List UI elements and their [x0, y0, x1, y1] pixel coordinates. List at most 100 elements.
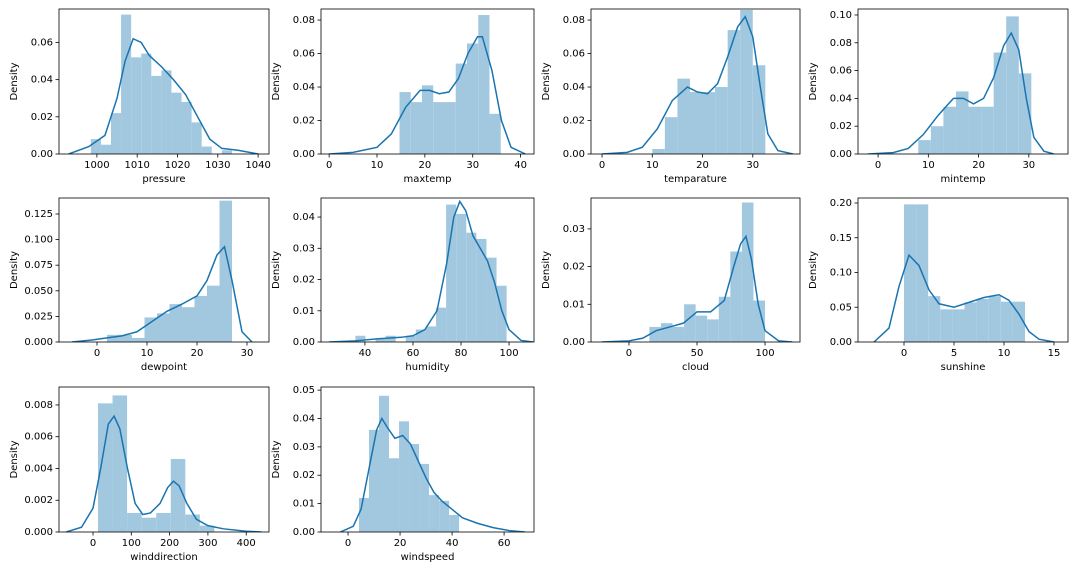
hist-bar [185, 514, 200, 532]
y-tick-label: 0.00 [563, 149, 585, 160]
y-tick-label: 0.03 [293, 442, 315, 453]
x-tick-label: 30 [1022, 160, 1035, 171]
y-tick-label: 0.02 [293, 275, 315, 286]
subplot: 0 20 40 60 0.00 0.01 0.02 0.03 0.04 0.05 windspeed… [271, 385, 535, 563]
hist-bar [455, 63, 467, 154]
x-tick-label: 0 [90, 538, 96, 549]
hist-bar [968, 106, 982, 154]
y-tick-label: 0.04 [293, 82, 315, 93]
x-axis-label: cloud [682, 362, 709, 373]
hist-bar [489, 113, 501, 154]
hist-bar [421, 85, 434, 154]
x-tick-label: 200 [160, 538, 179, 549]
plot-area [339, 395, 525, 532]
y-tick-label: 0.08 [830, 38, 852, 49]
hist-bar [171, 92, 182, 154]
hist-bar [466, 43, 479, 154]
y-tick-label: 0.025 [24, 311, 53, 322]
subplot: 0 100 200 300 400 0.000 0.002 0.004 0.006 0.008 wi… [9, 386, 270, 563]
hist-bar [439, 500, 450, 532]
subplot: 40 60 80 100 0.00 0.01 0.02 0.03 0.04 humidity Den… [271, 197, 535, 373]
x-tick-label: 40 [359, 348, 372, 359]
hist-bar [191, 122, 202, 154]
hist-bar [100, 144, 111, 154]
y-tick-label: 0.008 [24, 400, 53, 411]
subplot: 0 5 10 15 0.00 0.05 0.10 0.15 0.20 sunshine Densit… [808, 197, 1069, 373]
hist-bar [358, 497, 369, 532]
x-tick-label: 10 [141, 348, 154, 359]
hist-bar [201, 146, 212, 154]
hist-bar [727, 30, 741, 154]
y-tick-label: 0.01 [293, 499, 315, 510]
hist-bar [740, 10, 753, 154]
hist-bar [151, 75, 162, 154]
hist-bar [689, 92, 703, 154]
hist-bar [752, 65, 766, 154]
x-tick-label: 20 [394, 538, 407, 549]
y-tick-label: 0.06 [830, 66, 852, 77]
hist-bar [1006, 16, 1019, 154]
y-tick-label: 0.06 [31, 37, 53, 48]
hist-bar [355, 335, 366, 342]
y-tick-label: 0.04 [830, 93, 852, 104]
x-tick-label: 100 [499, 348, 518, 359]
hist-bar [181, 101, 192, 154]
hist-bar [649, 326, 661, 342]
y-tick-label: 0.05 [293, 385, 315, 396]
y-axis-label: Density [271, 62, 282, 100]
x-tick-label: 1030 [205, 160, 230, 171]
y-tick-label: 0.00 [563, 337, 585, 348]
x-tick-label: 40 [514, 160, 527, 171]
y-tick-label: 0.15 [830, 233, 852, 244]
y-tick-label: 0.100 [24, 235, 53, 246]
subplot: 0 10 20 30 0.00 0.02 0.04 0.06 0.08 temparature De… [541, 8, 801, 185]
x-axis-label: winddirection [130, 552, 197, 563]
y-tick-label: 0.125 [24, 209, 53, 220]
hist-bar [436, 307, 447, 342]
y-tick-label: 0.002 [24, 495, 53, 506]
x-tick-label: 0 [326, 160, 332, 171]
axes-frame [320, 8, 535, 155]
x-tick-label: 0 [94, 348, 100, 359]
y-tick-label: 0.02 [31, 112, 53, 123]
hist-bar [660, 323, 673, 342]
hist-bar [157, 313, 170, 342]
axes-frame [857, 8, 1069, 155]
x-tick-label: 300 [198, 538, 217, 549]
plot-area [328, 199, 534, 342]
y-tick-label: 0.05 [830, 302, 852, 313]
y-tick-label: 0.006 [24, 432, 53, 443]
y-axis-label: Density [9, 62, 20, 100]
hist-bar [976, 298, 989, 342]
plot-area [602, 10, 794, 154]
x-tick-label: 60 [407, 348, 420, 359]
hist-bar [399, 421, 410, 532]
subplot: 0 50 100 0.00 0.01 0.02 0.03 cloud Density [541, 197, 801, 373]
hist-bar [112, 395, 128, 532]
hist-bar [707, 319, 719, 342]
hist-bar [110, 113, 122, 154]
hist-bar [375, 338, 386, 342]
hist-bar [144, 317, 157, 342]
hist-bar [928, 296, 941, 342]
hist-bar [955, 91, 969, 154]
y-tick-label: 0.00 [293, 149, 315, 160]
hist-bar [952, 309, 965, 342]
hist-bar [182, 307, 195, 342]
y-tick-label: 0.20 [830, 198, 852, 209]
x-tick-label: 60 [498, 538, 511, 549]
plot-area [868, 16, 1055, 154]
y-tick-label: 0.02 [563, 262, 585, 273]
y-tick-label: 0.04 [293, 212, 315, 223]
hist-bar [419, 463, 430, 532]
x-tick-label: 15 [1048, 348, 1061, 359]
x-tick-label: 40 [446, 538, 459, 549]
kde-line [328, 199, 534, 342]
plot-area [329, 15, 526, 154]
hist-bar [425, 326, 437, 342]
y-axis-label: Density [9, 440, 20, 478]
hist-bar [156, 512, 171, 532]
x-tick-label: 0 [901, 348, 907, 359]
x-tick-label: 30 [466, 160, 479, 171]
